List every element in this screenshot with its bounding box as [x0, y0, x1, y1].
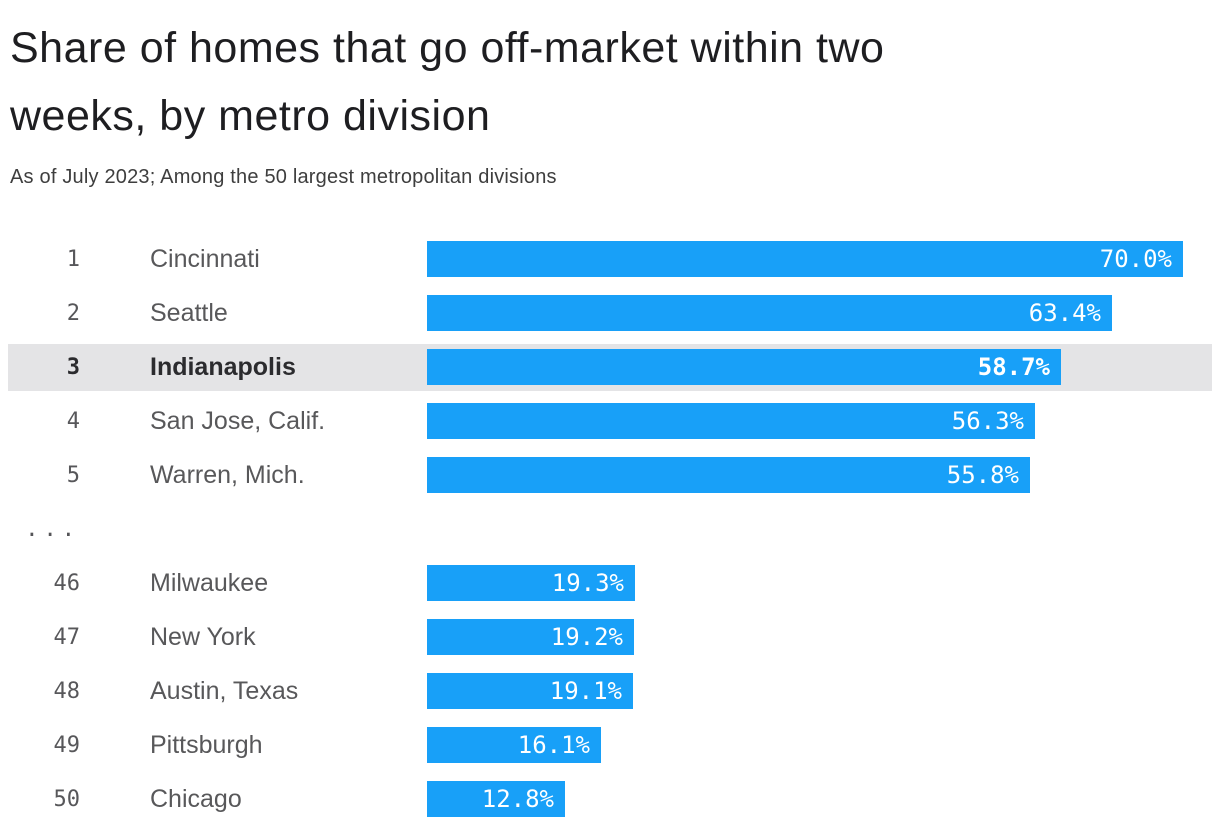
chart-row-3: 3 Indianapolis 58.7% [8, 340, 1212, 394]
row-rank: 1 [66, 246, 80, 272]
chart-row-46: 46 Milwaukee 19.3% [8, 556, 1212, 610]
chart-page: Share of homes that go off-market within… [0, 14, 1220, 840]
row-rank: 46 [53, 570, 81, 596]
bar-value-label: 70.0% [1099, 245, 1172, 273]
row-rank: 2 [66, 300, 80, 326]
chart-row-2: 2 Seattle 63.4% [8, 286, 1212, 340]
chart-row-49: 49 Pittsburgh 16.1% [8, 718, 1212, 772]
row-rank: 3 [66, 354, 80, 380]
row-rank: 47 [53, 624, 81, 650]
row-rank: 49 [53, 732, 81, 758]
row-city-label: Cincinnati [150, 244, 260, 273]
chart-subtitle: As of July 2023; Among the 50 largest me… [10, 166, 557, 188]
row-city-label: Milwaukee [150, 568, 269, 597]
row-city-label: Pittsburgh [150, 730, 263, 759]
bar-value-label: 19.2% [550, 623, 623, 651]
row-city-label: Austin, Texas [150, 676, 299, 705]
bar: 16.1% [427, 727, 601, 763]
bar-value-label: 63.4% [1028, 299, 1101, 327]
bar: 55.8% [427, 457, 1030, 493]
bar-value-label: 19.3% [551, 569, 624, 597]
row-rank: 48 [53, 678, 81, 704]
chart-row-1: 1 Cincinnati 70.0% [8, 232, 1212, 286]
bar-track: 16.1% [427, 727, 1212, 763]
bar: 70.0% [427, 241, 1183, 277]
row-city-label: Chicago [150, 784, 242, 813]
bar-value-label: 56.3% [951, 407, 1024, 435]
row-city-label: Seattle [150, 298, 228, 327]
bar-value-label: 55.8% [946, 461, 1019, 489]
bar: 19.1% [427, 673, 633, 709]
bar-track: 63.4% [427, 295, 1212, 331]
bar-value-label: 58.7% [977, 353, 1050, 381]
bar-track: 70.0% [427, 241, 1212, 277]
bar-track: 19.1% [427, 673, 1212, 709]
chart-row-47: 47 New York 19.2% [8, 610, 1212, 664]
row-rank: 4 [66, 408, 80, 434]
bar-track: 12.8% [427, 781, 1212, 817]
chart-row-48: 48 Austin, Texas 19.1% [8, 664, 1212, 718]
bar: 12.8% [427, 781, 565, 817]
bar: 63.4% [427, 295, 1112, 331]
bar: 19.3% [427, 565, 635, 601]
chart-rows: 1 Cincinnati 70.0% 2 Seattle 63.4% 3 Indianapol… [0, 232, 1220, 826]
chart-row-5: 5 Warren, Mich. 55.8% [8, 448, 1212, 502]
bar: 58.7% [427, 349, 1061, 385]
row-city-label: San Jose, Calif. [150, 406, 326, 435]
bar-track: 55.8% [427, 457, 1212, 493]
bar-track: 58.7% [427, 349, 1212, 385]
bar-value-label: 19.1% [549, 677, 622, 705]
bar: 56.3% [427, 403, 1035, 439]
bar-value-label: 16.1% [517, 731, 590, 759]
bar-value-label: 12.8% [481, 785, 554, 813]
chart-title: Share of homes that go off-market within… [10, 24, 885, 140]
row-city-label: New York [150, 622, 256, 651]
row-rank: 50 [53, 786, 81, 812]
bar-track: 19.3% [427, 565, 1212, 601]
row-rank: 5 [66, 462, 80, 488]
bar: 19.2% [427, 619, 634, 655]
row-city-label: Indianapolis [150, 352, 296, 381]
chart-row-50: 50 Chicago 12.8% [8, 772, 1212, 826]
bar-track: 56.3% [427, 403, 1212, 439]
bar-track: 19.2% [427, 619, 1212, 655]
chart-row-4: 4 San Jose, Calif. 56.3% [8, 394, 1212, 448]
row-city-label: Warren, Mich. [150, 460, 305, 489]
rows-gap-ellipsis: ... [8, 502, 1212, 556]
ellipsis-label: ... [25, 516, 80, 542]
